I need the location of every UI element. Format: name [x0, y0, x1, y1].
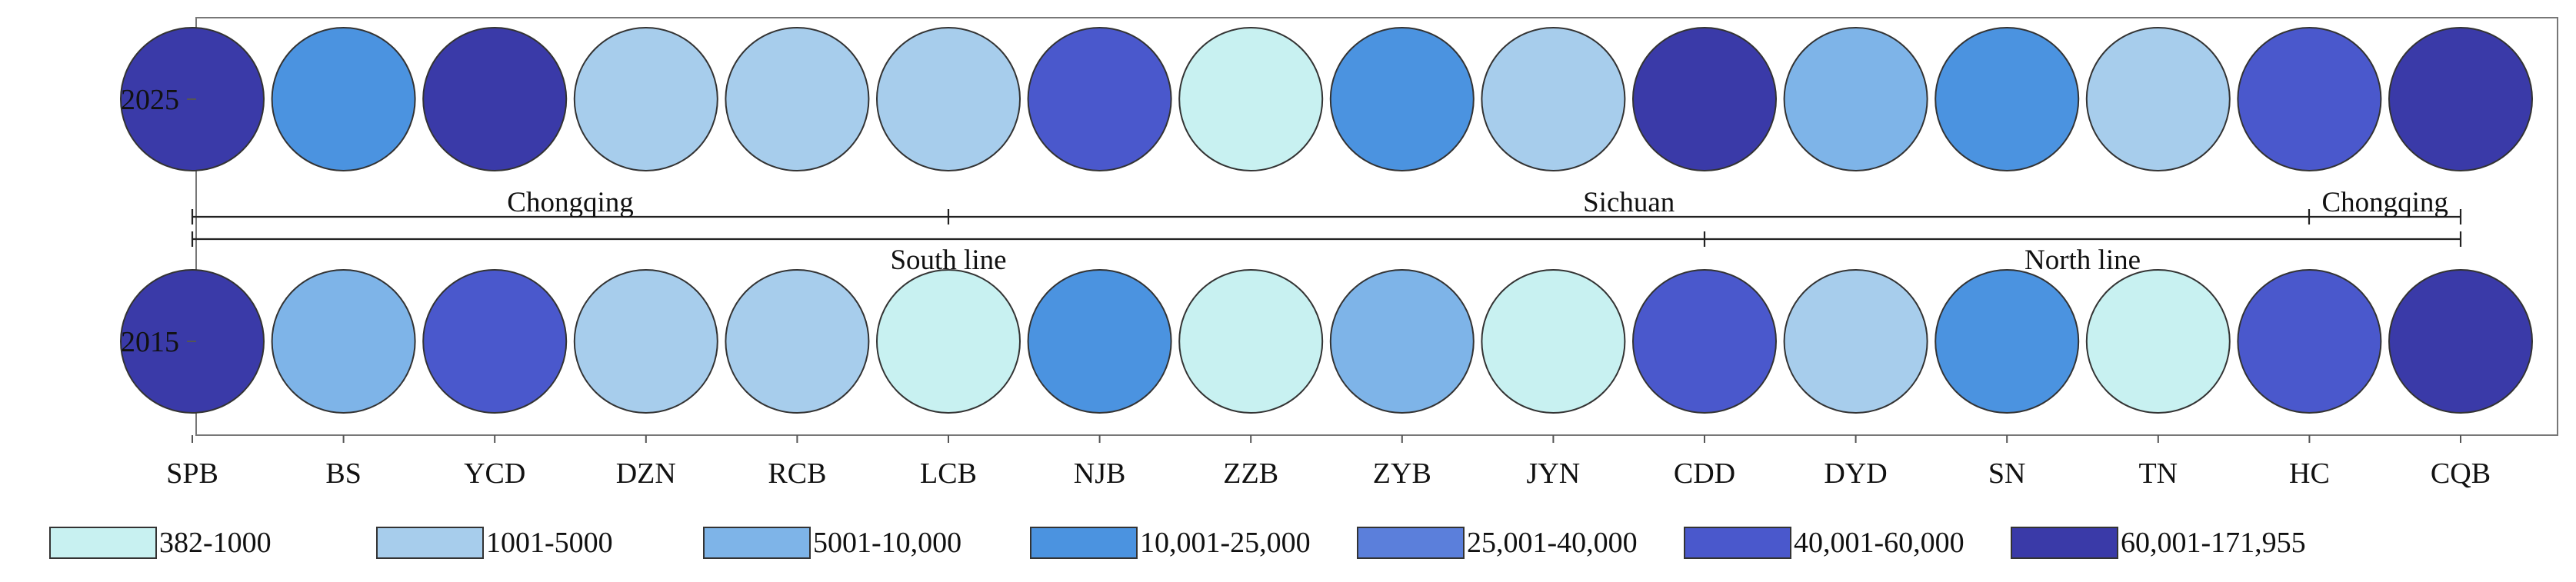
- x-tick-label-jyn: JYN: [1527, 457, 1581, 490]
- x-tick-label-bs: BS: [325, 457, 361, 490]
- circle-2015-zyb: [1329, 269, 1475, 414]
- circle-2025-njb: [1027, 27, 1172, 171]
- x-tick-label-tn: TN: [2138, 457, 2178, 490]
- circle-2025-zzb: [1178, 27, 1324, 171]
- x-tick-label-sn: SN: [1988, 457, 2026, 490]
- legend-swatch-3: [1030, 527, 1138, 559]
- x-tick-label-dzn: DZN: [616, 457, 676, 490]
- x-tick-label-cqb: CQB: [2431, 457, 2491, 490]
- circle-2015-lcb: [876, 269, 1021, 414]
- x-tick-label-zzb: ZZB: [1223, 457, 1278, 490]
- circle-2015-zzb: [1178, 269, 1324, 414]
- circle-2025-dyd: [1783, 27, 1928, 171]
- province-bracket-label-1: Sichuan: [1583, 187, 1675, 218]
- x-tick-label-hc: HC: [2289, 457, 2330, 490]
- circle-2025-jyn: [1481, 27, 1626, 171]
- legend-swatch-6: [2011, 527, 2118, 559]
- circle-2015-njb: [1027, 269, 1172, 414]
- legend-label-1: 1001-5000: [486, 527, 613, 559]
- circle-2015-jyn: [1481, 269, 1626, 414]
- circle-2015-ycd: [422, 269, 568, 414]
- plot-frame: [195, 17, 2558, 436]
- circle-2025-cqb: [2388, 27, 2533, 171]
- legend-label-3: 10,001-25,000: [1140, 527, 1311, 559]
- x-tick-label-dyd: DYD: [1824, 457, 1887, 490]
- circle-2015-sn: [1934, 269, 2080, 414]
- x-tick-label-spb: SPB: [166, 457, 218, 490]
- legend-label-2: 5001-10,000: [813, 527, 961, 559]
- circle-2025-ycd: [422, 27, 568, 171]
- circle-2015-rcb: [725, 269, 870, 414]
- circle-2025-lcb: [876, 27, 1021, 171]
- legend-swatch-0: [49, 527, 157, 559]
- legend-label-5: 40,001-60,000: [1794, 527, 1964, 559]
- legend-label-6: 60,001-171,955: [2121, 527, 2306, 559]
- line-bracket-label-0: South line: [890, 244, 1006, 276]
- circle-2025-rcb: [725, 27, 870, 171]
- circle-2025-tn: [2085, 27, 2231, 171]
- circle-2015-tn: [2085, 269, 2231, 414]
- circle-2025-zyb: [1329, 27, 1475, 171]
- legend-swatch-2: [703, 527, 811, 559]
- legend-swatch-4: [1357, 527, 1465, 559]
- y-tick-label-2015: 2015: [121, 326, 179, 358]
- province-bracket-label-2: Chongqing: [2321, 187, 2448, 218]
- circle-2025-dzn: [573, 27, 718, 171]
- x-tick-label-rcb: RCB: [768, 457, 826, 490]
- province-bracket-label-0: Chongqing: [507, 187, 633, 218]
- circle-2015-cdd: [1632, 269, 1777, 414]
- y-tick-label-2025: 2025: [121, 84, 179, 116]
- circle-2025-bs: [271, 27, 416, 171]
- x-tick-label-cdd: CDD: [1674, 457, 1735, 490]
- circle-2015-dzn: [573, 269, 718, 414]
- legend-label-4: 25,001-40,000: [1467, 527, 1638, 559]
- line-bracket-label-1: North line: [2024, 244, 2141, 276]
- x-tick-label-zyb: ZYB: [1373, 457, 1431, 490]
- circle-2025-cdd: [1632, 27, 1777, 171]
- circle-2025-hc: [2237, 27, 2382, 171]
- circle-2015-bs: [271, 269, 416, 414]
- circle-2015-hc: [2237, 269, 2382, 414]
- legend-swatch-1: [376, 527, 484, 559]
- x-tick-label-ycd: YCD: [464, 457, 525, 490]
- legend-swatch-5: [1684, 527, 1791, 559]
- legend-label-0: 382-1000: [159, 527, 272, 559]
- circle-2025-sn: [1934, 27, 2080, 171]
- circle-2015-cqb: [2388, 269, 2533, 414]
- circle-2015-dyd: [1783, 269, 1928, 414]
- x-tick-label-lcb: LCB: [920, 457, 977, 490]
- x-tick-label-njb: NJB: [1074, 457, 1126, 490]
